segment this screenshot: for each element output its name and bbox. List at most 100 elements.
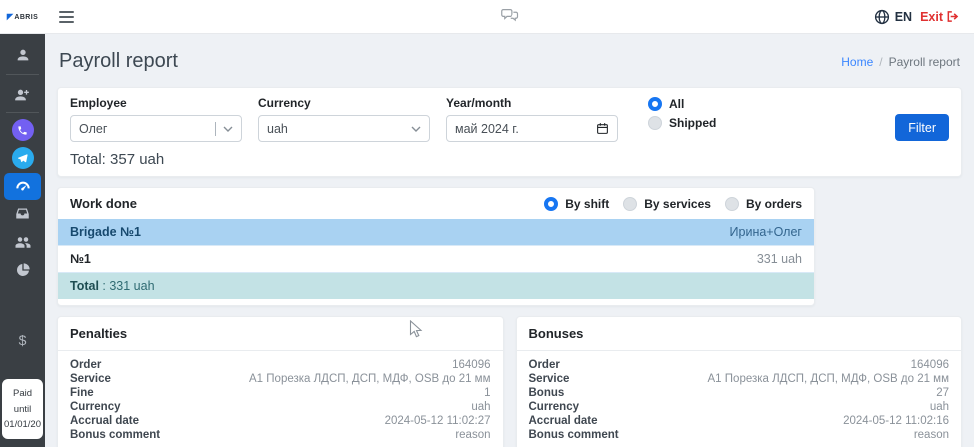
brigade-members: Ирина+Олег: [729, 225, 802, 239]
radio-shipped[interactable]: Shipped: [648, 116, 716, 130]
period-value: май 2024 г.: [455, 121, 519, 136]
users-group-icon: [15, 237, 30, 248]
work-done-panel: Work done By shift By services By ord: [57, 187, 815, 306]
payroll-total: Total: 357 uah: [70, 151, 165, 168]
penalty-row-service: Service A1 Порезка ЛДСП, ДСП, МДФ, OSB до…: [70, 373, 491, 385]
filter-panel: Employee Олег Currency uah: [57, 87, 962, 177]
sidebar-item-billing[interactable]: $: [0, 332, 45, 348]
chat-icon[interactable]: [500, 7, 519, 27]
sidebar-item-reports[interactable]: [0, 262, 45, 278]
bonus-row-accrual-date: Accrual date 2024-05-12 11:02:16: [528, 415, 950, 427]
sidebar-item-employees[interactable]: [0, 47, 45, 63]
viber-icon: [11, 119, 34, 141]
employee-label: Employee: [70, 96, 127, 110]
employee-value: Олег: [79, 121, 108, 136]
employee-field-group: Employee Олег: [70, 96, 242, 142]
table-row-total: Total : 331 uah: [58, 273, 814, 299]
app-logo[interactable]: ◤ABRIS: [0, 0, 45, 34]
radio-by-shift-label: By shift: [565, 196, 610, 211]
sidebar-item-add-user[interactable]: [0, 87, 45, 103]
radio-by-shift[interactable]: By shift: [544, 196, 610, 211]
shift-amount: 331 uah: [756, 252, 802, 266]
sidebar-separator: [6, 74, 39, 75]
sidebar: ◤ABRIS: [0, 0, 45, 447]
period-label: Year/month: [446, 96, 512, 110]
radio-all-label: All: [669, 97, 685, 111]
radio-by-orders-control[interactable]: [724, 196, 739, 211]
chevron-down-icon: [411, 126, 421, 132]
breadcrumb-separator: /: [879, 54, 883, 69]
bonus-row-service: Service A1 Порезка ЛДСП, ДСП, МДФ, OSB до…: [528, 373, 950, 385]
work-done-title: Work done: [70, 196, 137, 211]
exit-label: Exit: [920, 9, 943, 24]
dollar-icon: $: [18, 332, 27, 348]
radio-by-services-label: By services: [644, 196, 711, 211]
bonuses-title: Bonuses: [516, 317, 961, 351]
dashboard-icon: [4, 173, 41, 200]
bonus-row-order: Order 164096: [528, 359, 950, 371]
filter-button[interactable]: Filter: [895, 114, 949, 141]
penalty-row-currency: Currency uah: [70, 401, 491, 413]
user-plus-icon: [15, 89, 29, 101]
chevron-down-icon: [223, 126, 233, 132]
sidebar-item-payroll-active[interactable]: [0, 173, 45, 200]
language-switcher[interactable]: EN: [874, 9, 912, 25]
table-row-shift[interactable]: №1 331 uah: [58, 245, 814, 273]
currency-value: uah: [267, 121, 288, 136]
sidebar-item-viber[interactable]: [0, 119, 45, 141]
sidebar-item-telegram[interactable]: [0, 147, 45, 169]
currency-select[interactable]: uah: [258, 115, 430, 142]
inbox-icon: [16, 208, 29, 219]
page-content: Payroll report Home / Payroll report Emp…: [45, 34, 974, 447]
sidebar-item-staff[interactable]: [0, 235, 45, 250]
currency-label: Currency: [258, 96, 311, 110]
period-month-input[interactable]: май 2024 г.: [446, 115, 618, 142]
logo-label: ABRIS: [14, 14, 39, 21]
exit-icon: [947, 11, 959, 22]
telegram-icon: [11, 147, 34, 169]
radio-shipped-label: Shipped: [669, 116, 717, 130]
radio-by-orders-label: By orders: [745, 196, 802, 211]
penalty-row-order: Order 164096: [70, 359, 491, 371]
total-label: Total: [70, 279, 99, 293]
sidebar-item-orders[interactable]: [0, 206, 45, 221]
penalties-title: Penalties: [58, 317, 503, 351]
breadcrumb-home-link[interactable]: Home: [841, 54, 874, 69]
radio-by-services[interactable]: By services: [623, 196, 711, 211]
radio-by-orders[interactable]: By orders: [724, 196, 802, 211]
work-done-view-switch: By shift By services By orders: [544, 196, 802, 211]
sidebar-separator: [6, 112, 39, 113]
shift-number: №1: [70, 252, 91, 266]
radio-all[interactable]: All: [648, 97, 716, 111]
penalty-row-bonus-comment: Bonus comment reason: [70, 429, 491, 441]
radio-by-services-control[interactable]: [623, 196, 638, 211]
bonus-row-currency: Currency uah: [528, 401, 950, 413]
paid-badge-line: Paid: [12, 388, 32, 400]
shipment-filter-group: All Shipped: [648, 96, 716, 130]
radio-shipped-control[interactable]: [648, 116, 662, 130]
paid-badge-date: 01/01/20: [4, 418, 41, 430]
exit-button[interactable]: Exit: [920, 10, 960, 24]
employee-select[interactable]: Олег: [70, 115, 242, 142]
table-row-brigade[interactable]: Brigade №1 Ирина+Олег: [58, 219, 814, 245]
total-amount: : 331 uah: [98, 279, 155, 293]
currency-field-group: Currency uah: [258, 96, 430, 142]
page-header: Payroll report Home / Payroll report: [57, 42, 962, 87]
radio-all-control[interactable]: [648, 97, 662, 111]
logo-mark-icon: ◤: [6, 12, 14, 21]
language-label: EN: [894, 9, 913, 24]
breadcrumb: Home / Payroll report: [841, 55, 960, 69]
main-area: EN Exit Payroll report Home / Payroll re…: [45, 0, 974, 447]
brigade-name: Brigade №1: [70, 225, 141, 239]
top-navbar: EN Exit: [45, 0, 974, 34]
radio-by-shift-control[interactable]: [544, 196, 559, 211]
user-icon: [17, 49, 28, 61]
page-title: Payroll report: [59, 50, 178, 72]
paid-until-badge[interactable]: Paid until 01/01/20: [2, 379, 43, 439]
hamburger-menu-icon[interactable]: [59, 10, 74, 23]
bonus-row-bonus-comment: Bonus comment reason: [528, 429, 950, 441]
globe-icon: [874, 9, 889, 24]
pie-chart-icon: [16, 263, 30, 276]
work-done-table: Brigade №1 Ирина+Олег №1 331 uah Total :…: [58, 219, 814, 299]
